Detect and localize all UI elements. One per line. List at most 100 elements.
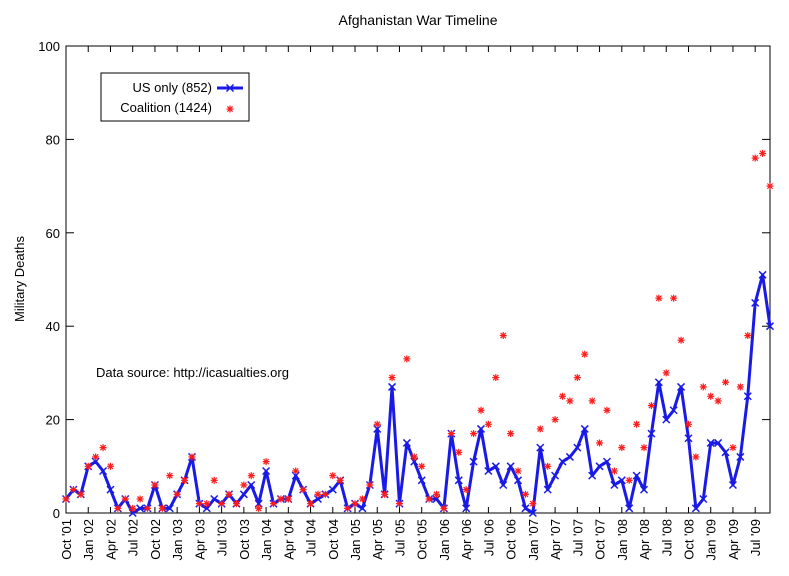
plot-area [65, 45, 771, 514]
coalition-point [151, 481, 159, 489]
x-tick-label: Oct '06 [504, 519, 519, 560]
x-tick-label: Apr '09 [726, 519, 741, 560]
coalition-point [677, 336, 685, 344]
us-point [580, 424, 589, 433]
coalition-point [62, 495, 70, 503]
coalition-point [92, 453, 100, 461]
coalition-point [521, 490, 529, 498]
coalition-point [84, 462, 92, 470]
coalition-point [588, 397, 596, 405]
coalition-point [618, 444, 626, 452]
coalition-point [292, 467, 300, 475]
us-point [736, 452, 745, 461]
coalition-point [344, 504, 352, 512]
legend-box [100, 72, 250, 122]
legend-coalition-marker [226, 105, 234, 113]
coalition-point [329, 472, 337, 480]
us-point [765, 322, 775, 331]
x-tick-label: Jan '05 [348, 519, 363, 561]
coalition-point [181, 476, 189, 484]
coalition-point [195, 500, 203, 508]
legend-coalition-star [226, 105, 234, 113]
coalition-point [662, 369, 670, 377]
coalition-point [692, 453, 700, 461]
x-tick-label: Jan '09 [704, 519, 719, 561]
us-point [565, 452, 574, 461]
coalition-point [440, 504, 448, 512]
us-point [669, 406, 678, 415]
coalition-point [373, 420, 381, 428]
coalition-point [240, 481, 248, 489]
series-coalition [62, 149, 774, 512]
coalition-point [514, 467, 522, 475]
coalition-point [736, 383, 744, 391]
us-point [714, 438, 723, 447]
x-tick-label: Jan '08 [615, 519, 630, 561]
y-axis: 0 20 40 60 80 100 [38, 39, 770, 521]
us-point [454, 476, 463, 485]
coalition-point [69, 486, 77, 494]
coalition-point [381, 490, 389, 498]
x-tick-label: Jul '09 [748, 519, 763, 556]
x-tick-label: Jan '07 [526, 519, 541, 561]
us-point [506, 462, 515, 471]
legend: US only (852) Coalition (1424) [100, 72, 250, 122]
coalition-point [670, 294, 678, 302]
coalition-point [136, 495, 144, 503]
legend-us-x [225, 83, 235, 93]
y-tick-label: 0 [53, 506, 60, 521]
coalition-point [484, 420, 492, 428]
legend-us-label: US only (852) [133, 80, 212, 95]
us-point [417, 476, 426, 485]
coalition-point [99, 444, 107, 452]
us-point [706, 438, 715, 447]
coalition-point [269, 500, 277, 508]
y-tick-label: 80 [46, 132, 60, 147]
y-axis-label: Military Deaths [12, 236, 27, 322]
us-point [617, 476, 626, 485]
coalition-point [699, 383, 707, 391]
us-point [476, 424, 486, 433]
coalition-point [596, 439, 604, 447]
us-point [262, 466, 271, 476]
us-point [728, 480, 737, 490]
us-point [521, 504, 530, 513]
coalition-point [277, 495, 285, 503]
coalition-point [507, 430, 515, 438]
us-point [247, 480, 256, 490]
us-point [632, 471, 641, 480]
us-point [558, 457, 567, 466]
coalition-point [714, 397, 722, 405]
coalition-point [321, 490, 329, 498]
us-point [595, 462, 604, 471]
coalition-point [218, 500, 226, 508]
coalition-point [129, 504, 137, 512]
x-tick-label: Jul '03 [215, 519, 230, 556]
coalition-point [395, 500, 403, 508]
coalition-point [647, 402, 655, 410]
us-point [239, 490, 248, 499]
us-point [514, 476, 523, 485]
x-tick-label: Jan '03 [170, 519, 185, 561]
y-tick-label: 40 [46, 319, 60, 334]
us-point [210, 494, 219, 504]
coalition-point [477, 406, 485, 414]
coalition-point [759, 149, 767, 157]
us-point [491, 462, 500, 471]
x-tick-label: Apr '04 [281, 519, 296, 560]
coalition-point [640, 444, 648, 452]
chart-title: Afghanistan War Timeline [339, 12, 498, 28]
coalition-point [655, 294, 663, 302]
coalition-point [403, 355, 411, 363]
coalition-point [299, 486, 307, 494]
legend-coalition-label: Coalition (1424) [120, 100, 212, 115]
coalition-point [173, 490, 181, 498]
x-tick-label: Apr '07 [548, 519, 563, 560]
legend-us-marker [225, 83, 235, 93]
x-tick-label: Jan '02 [81, 519, 96, 561]
series-us-line [64, 273, 772, 515]
coalition-point [433, 490, 441, 498]
coalition-point [425, 495, 433, 503]
coalition-point [462, 486, 470, 494]
us-point [499, 480, 508, 490]
